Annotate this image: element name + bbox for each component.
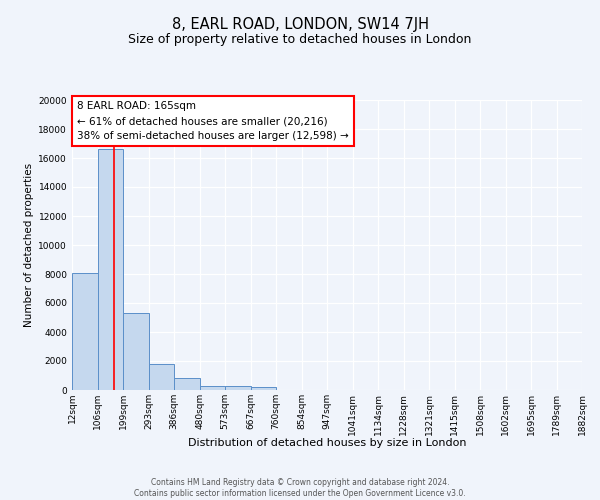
Bar [174,378,200,390]
Text: 8, EARL ROAD, LONDON, SW14 7JH: 8, EARL ROAD, LONDON, SW14 7JH [172,18,428,32]
Text: Contains HM Land Registry data © Crown copyright and database right 2024.
Contai: Contains HM Land Registry data © Crown c… [134,478,466,498]
Bar [149,364,174,390]
Text: 8 EARL ROAD: 165sqm
← 61% of detached houses are smaller (20,216)
38% of semi-de: 8 EARL ROAD: 165sqm ← 61% of detached ho… [77,102,349,141]
Text: Size of property relative to detached houses in London: Size of property relative to detached ho… [128,32,472,46]
Bar [98,150,123,390]
Bar [225,386,251,390]
Bar [72,272,98,390]
Y-axis label: Number of detached properties: Number of detached properties [24,163,34,327]
Bar [123,313,149,390]
Bar [200,386,225,390]
Bar [251,387,276,390]
X-axis label: Distribution of detached houses by size in London: Distribution of detached houses by size … [188,438,466,448]
